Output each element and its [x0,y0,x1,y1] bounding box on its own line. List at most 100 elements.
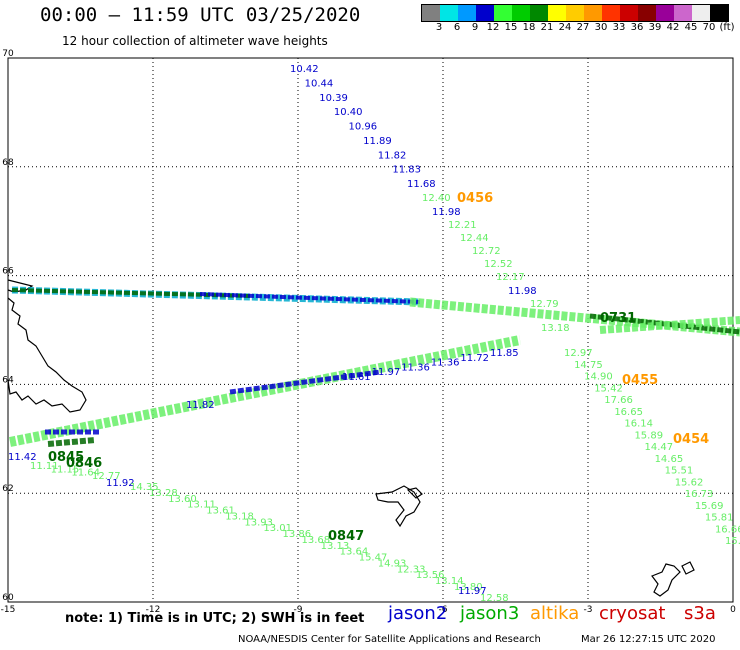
scale-swatch [512,5,530,21]
wave-height-jason2: 11.36 [401,362,430,373]
wave-height-light: 15.62 [675,477,704,488]
wave-height-light: 14.35 [130,482,159,493]
wave-height-light: 13.64 [340,547,369,558]
wave-height-light: 13.18 [225,511,254,522]
wave-height-light: 13.61 [206,506,235,517]
scale-label: 12 [486,22,500,33]
footnote: note: 1) Time is in UTC; 2) SWH is in fe… [65,611,365,626]
wave-height-jason2: 11.83 [392,165,421,176]
scale-label: 3 [435,22,443,33]
lat-tick-label: 60 [2,593,14,603]
scale-label: 6 [453,22,461,33]
wave-height-light: 11.15 [51,464,80,475]
satellite-swaths [9,286,740,447]
wave-height-jason2: 10.40 [334,107,363,118]
wave-height-jason2: 10.42 [290,64,319,75]
wave-height-values: 10.42 10.44 10.39 10.40 10.96 11.89 11.82 11.83… [8,64,740,604]
swath-west-upper-blue [199,292,421,304]
scale-swatch [674,5,692,21]
wave-height-jason2: 11.97 [458,586,487,597]
scale-swatch [458,5,476,21]
wave-height-light: 12.21 [448,220,477,231]
scale-label: 18 [522,22,536,33]
lat-tick-label: 68 [2,158,14,168]
pass-time-t0847: 0847 [328,529,364,544]
scale-label: 70 [702,22,716,33]
wave-height-light: 12.97 [564,348,593,359]
lat-tick-label: 66 [2,267,14,277]
wave-height-light: 15.51 [665,466,694,477]
wave-height-jason2: 10.39 [319,93,348,104]
wave-height-light: 13.01 [263,523,292,534]
wave-height-light: 14.47 [645,442,674,453]
legend-jason2: jason2 [388,603,448,624]
wave-height-light: 14.75 [574,360,603,371]
scale-label: 21 [540,22,554,33]
wave-height-light: 12.33 [397,564,426,575]
scale-swatch [710,5,728,21]
wave-height-light: 15.47 [359,553,388,564]
wave-height-jason2: 11.42 [8,452,37,463]
wave-height-jason2: 11.61 [342,372,371,383]
scale-label: 36 [630,22,644,33]
scale-swatch [692,5,710,21]
scale-label: 45 [684,22,698,33]
wave-height-light: 17.66 [604,395,633,406]
wave-height-light: 12.79 [530,299,559,310]
wave-height-jason2: 11.36 [431,358,460,369]
iceland-coastline [7,297,87,413]
wave-height-light: 13.86 [282,529,311,540]
wave-height-light: 13.11 [187,500,216,511]
wave-height-jason2: 11.82 [186,400,215,411]
pass-time-t0846: 0846 [66,456,102,471]
wave-height-light: 13.18 [541,323,570,334]
scale-swatch [602,5,620,21]
wave-height-light: 16.66 [715,524,740,535]
pass-time-t0455: 0455 [622,373,658,388]
wave-height-jason2: 11.92 [106,478,135,489]
wave-height-light: 12.58 [480,593,509,604]
scale-label: 15 [504,22,518,33]
wave-height-light: 13.28 [149,488,178,499]
wave-height-light: 13.13 [321,541,350,552]
color-scale-bar [421,4,729,22]
lon-tick-label: -12 [146,605,161,615]
scale-swatch [476,5,494,21]
scale-swatch [620,5,638,21]
scale-label: 42 [666,22,680,33]
wave-height-jason2: 11.68 [407,179,436,190]
legend-s3a: s3a [684,603,716,624]
scale-swatch [656,5,674,21]
wave-height-jason2: 10.96 [349,122,378,133]
wave-height-light: 15.69 [695,501,724,512]
scale-label: 30 [594,22,608,33]
scale-label: 27 [576,22,590,33]
shetland-islands [651,561,695,597]
lon-tick-label: -15 [1,605,16,615]
wave-height-jason2: 11.89 [363,136,392,147]
coastlines [7,279,695,597]
wave-height-light: 16.73 [685,489,714,500]
scale-label: 24 [558,22,572,33]
wave-height-jason2: 11.72 [460,353,489,364]
scale-swatch [440,5,458,21]
wave-height-light: 12.52 [484,259,513,270]
wave-height-light: 15.37 [725,536,740,547]
page-subtitle: 12 hour collection of altimeter wave hei… [62,34,328,48]
lon-tick-label: -3 [584,605,593,615]
pass-time-t0454: 0454 [673,432,709,447]
lat-tick-label: 70 [2,49,14,59]
wave-height-light: 14.65 [655,454,684,465]
scale-swatch [530,5,548,21]
wave-height-light: 12.44 [460,233,489,244]
legend-jason3: jason3 [460,603,520,624]
lon-tick-label: -9 [294,605,303,615]
wave-height-light: 13.80 [454,582,483,593]
page-title: 00:00 – 11:59 UTC 03/25/2020 [40,4,361,26]
wave-height-light: 11.11 [30,461,59,472]
wave-height-light: 13.14 [435,576,464,587]
legend-altika: altika [530,603,580,624]
scale-swatch [638,5,656,21]
wave-height-jason2: 11.98 [432,207,461,218]
